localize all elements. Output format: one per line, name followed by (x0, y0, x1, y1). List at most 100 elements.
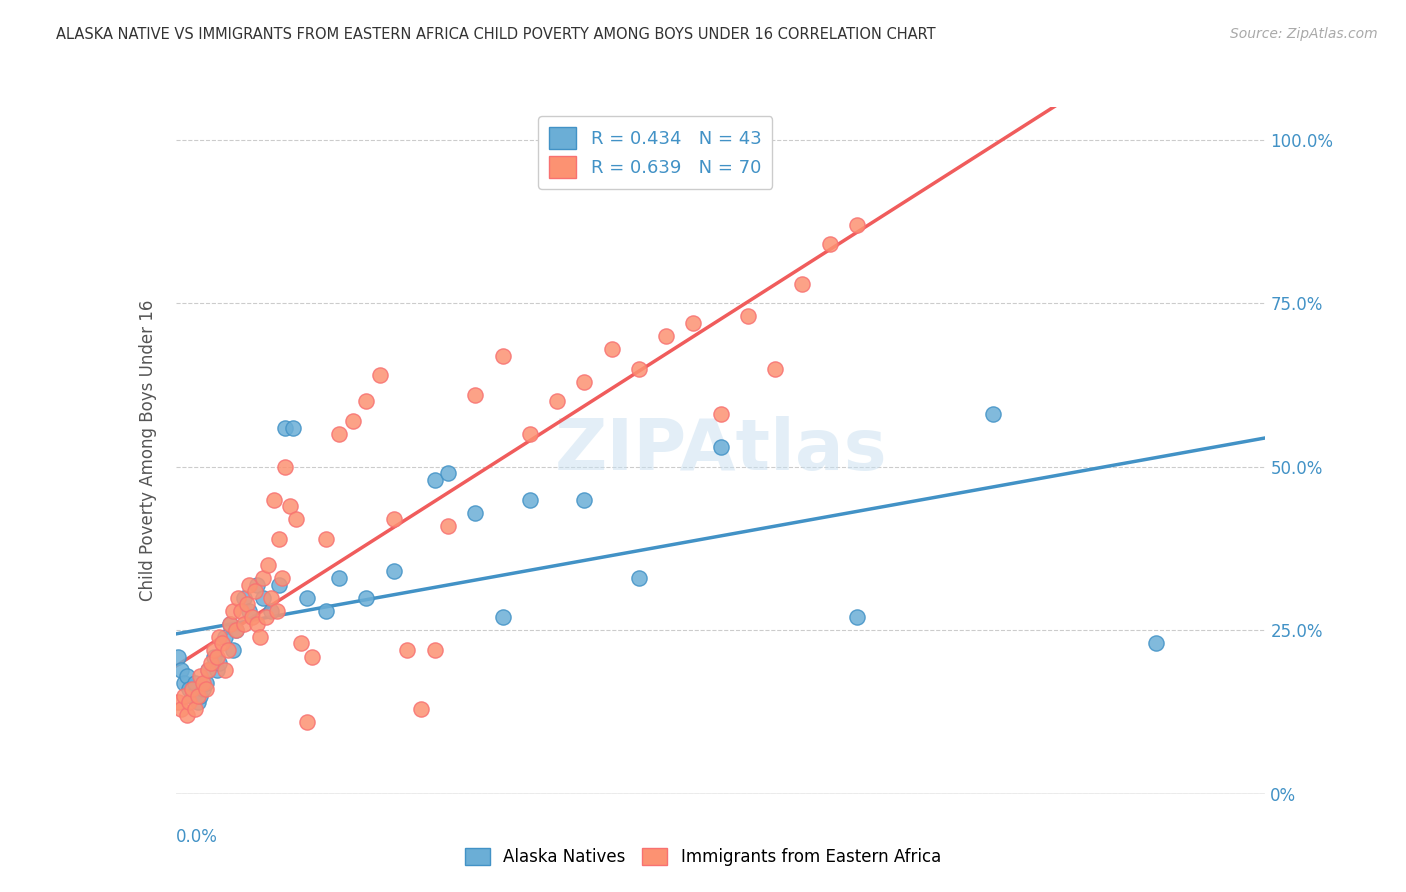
Point (423, 473, 446, 487)
Point (254, 610, 277, 624)
Point (200, 656, 222, 670)
Point (186, 689, 209, 703)
Point (170, 702, 193, 716)
Point (464, 506, 486, 520)
Point (627, 571, 650, 585)
Point (260, 604, 283, 618)
Point (225, 624, 247, 638)
Legend: R = 0.434   N = 43, R = 0.639   N = 70: R = 0.434 N = 43, R = 0.639 N = 70 (538, 116, 772, 189)
Point (235, 597, 257, 611)
Point (423, 643, 446, 657)
Point (231, 604, 253, 618)
Point (240, 610, 263, 624)
Point (246, 577, 269, 591)
Point (981, 408, 1004, 422)
Text: ZIPAtlas: ZIPAtlas (554, 416, 887, 485)
Point (266, 604, 288, 618)
Point (191, 675, 214, 690)
Point (437, 518, 460, 533)
Point (208, 630, 231, 644)
Point (574, 492, 596, 507)
Point (191, 682, 214, 697)
Point (260, 591, 283, 605)
Point (173, 675, 195, 690)
Point (284, 512, 307, 526)
Point (1144, 636, 1167, 650)
Point (271, 571, 294, 585)
Point (184, 702, 207, 716)
Point (252, 591, 274, 605)
Point (219, 616, 242, 631)
Point (246, 616, 269, 631)
Text: Source: ZipAtlas.com: Source: ZipAtlas.com (1230, 27, 1378, 41)
Point (710, 440, 733, 454)
Point (274, 459, 297, 474)
Text: 0.0%: 0.0% (176, 828, 218, 847)
Point (301, 649, 323, 664)
Point (263, 492, 285, 507)
Point (792, 277, 814, 291)
Point (257, 558, 280, 572)
Point (278, 499, 301, 513)
Point (249, 630, 271, 644)
Point (167, 695, 190, 709)
Point (409, 702, 432, 716)
Point (737, 310, 759, 324)
Point (274, 420, 297, 434)
Point (184, 675, 207, 690)
Point (238, 604, 260, 618)
Point (295, 714, 318, 729)
Point (179, 695, 201, 709)
Point (167, 649, 190, 664)
Point (845, 218, 868, 232)
Point (232, 591, 254, 605)
Text: ALASKA NATIVE VS IMMIGRANTS FROM EASTERN AFRICA CHILD POVERTY AMONG BOYS UNDER 1: ALASKA NATIVE VS IMMIGRANTS FROM EASTERN… (56, 27, 936, 42)
Point (600, 342, 623, 356)
Point (188, 689, 211, 703)
Point (197, 663, 219, 677)
Point (219, 616, 242, 631)
Point (845, 610, 868, 624)
Point (818, 237, 841, 252)
Point (222, 604, 245, 618)
Point (232, 616, 254, 631)
Point (295, 591, 318, 605)
Point (194, 675, 217, 690)
Point (356, 591, 378, 605)
Point (228, 591, 250, 605)
Point (368, 368, 391, 383)
Point (328, 427, 350, 442)
Point (627, 361, 650, 376)
Point (211, 636, 233, 650)
Point (342, 414, 364, 428)
Y-axis label: Child Poverty Among Boys Under 16: Child Poverty Among Boys Under 16 (139, 300, 157, 601)
Point (519, 492, 541, 507)
Point (217, 643, 239, 657)
Point (181, 682, 204, 697)
Point (194, 682, 217, 697)
Point (208, 656, 231, 670)
Point (173, 689, 195, 703)
Point (655, 329, 678, 343)
Point (290, 636, 312, 650)
Point (281, 420, 304, 434)
Point (176, 669, 198, 683)
Point (269, 577, 291, 591)
Point (546, 394, 568, 409)
Point (202, 643, 225, 657)
Point (492, 610, 515, 624)
Point (315, 604, 337, 618)
Point (328, 571, 350, 585)
Point (197, 663, 219, 677)
Point (243, 584, 266, 599)
Point (176, 708, 198, 723)
Point (222, 643, 245, 657)
Point (202, 649, 225, 664)
Point (682, 316, 704, 330)
Point (186, 695, 209, 709)
Point (382, 565, 405, 579)
Point (225, 624, 247, 638)
Point (519, 427, 541, 442)
Point (205, 649, 228, 664)
Point (574, 375, 596, 389)
